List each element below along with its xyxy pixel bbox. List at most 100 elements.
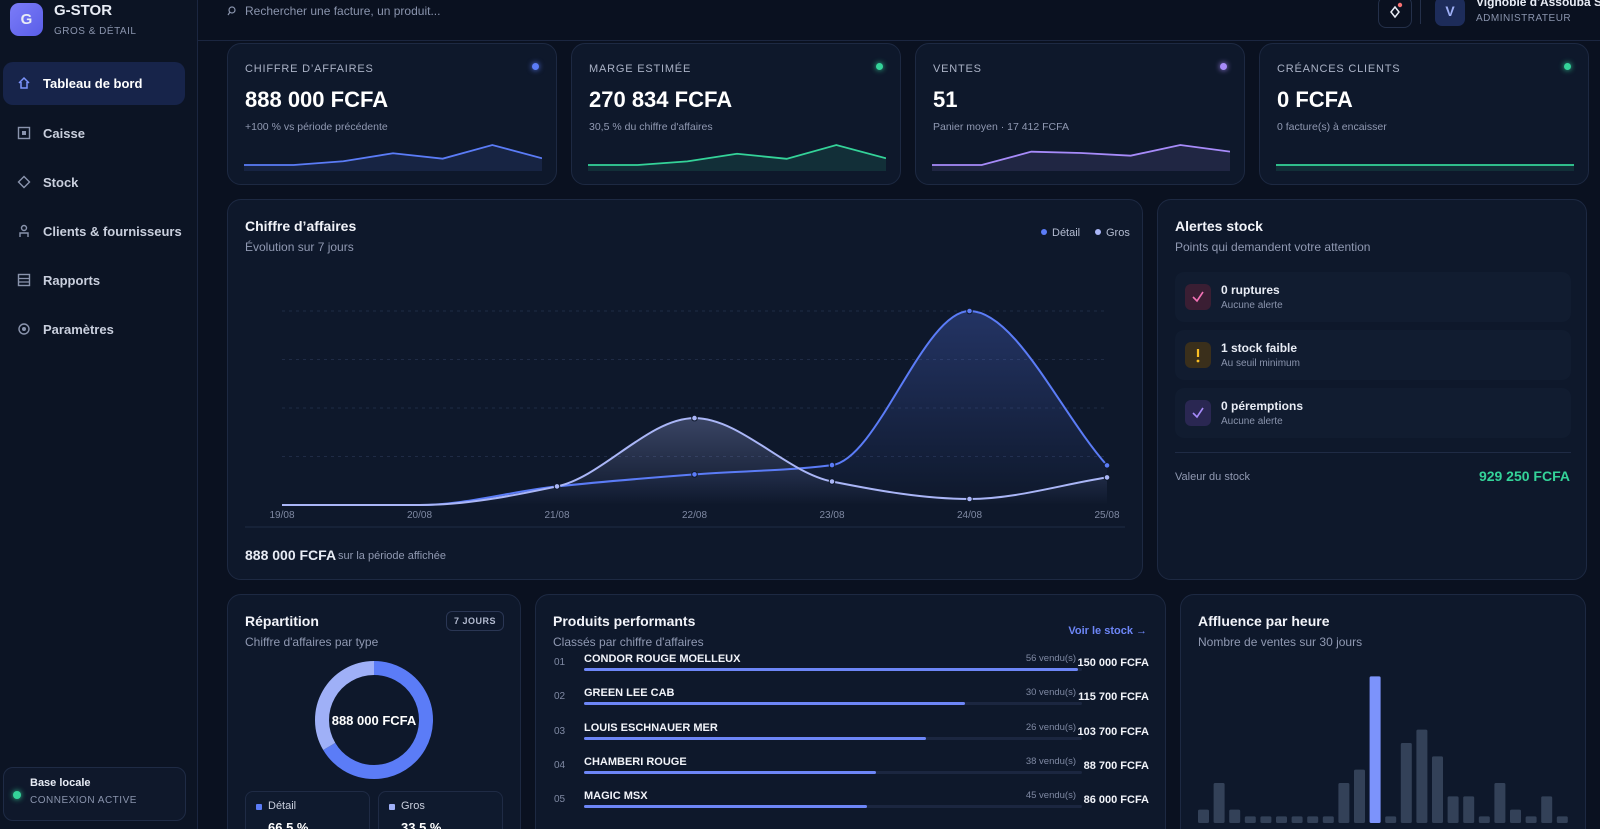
product-amount: 103 700 FCFA: [1077, 725, 1149, 738]
total-value: 888 000 FCFA: [245, 547, 337, 563]
x-tick-label: 25/08: [1094, 510, 1119, 521]
data-point: [553, 483, 561, 490]
kpi-card: CRÉANCES CLIENTS 0 FCFA 0 facture(s) à enc…: [1259, 43, 1589, 185]
data-point: [1103, 462, 1111, 469]
connection-status: Base locale CONNEXION ACTIVE: [3, 767, 186, 821]
search-icon: [227, 6, 236, 16]
kpi-label: VENTES: [933, 63, 982, 75]
status-title: Base locale: [30, 777, 91, 789]
legend-value: 66,5 %: [268, 820, 309, 829]
product-name: CONDOR ROUGE MOELLEUX: [584, 653, 741, 665]
bar: [1322, 816, 1334, 823]
sparkline-line: [244, 144, 542, 166]
stock-link[interactable]: Voir le stock →: [1068, 625, 1147, 637]
sparkline-area: [588, 145, 886, 171]
stock-value: 929 250 FCFA: [1478, 468, 1570, 484]
card-subtitle: Évolution sur 7 jours: [245, 240, 354, 254]
line-chart: 19/08 20/08 21/08 22/08 23/08 24/08 25/08 Détai…: [245, 227, 1130, 528]
sparkline-line: [932, 144, 1230, 166]
rank: 02: [554, 691, 566, 703]
status-dot: [876, 63, 883, 70]
nav-label: Rapports: [43, 273, 101, 288]
alert-note: Aucune alerte: [1221, 416, 1283, 427]
x-tick-label: 19/08: [269, 510, 294, 521]
kpi-card: VENTES 51 Panier moyen · 17 412 FCFA: [915, 43, 1245, 185]
donut-chart: 888 000 FCFA: [315, 661, 433, 779]
nav-item[interactable]: Tableau de bord: [3, 62, 185, 105]
nav-item[interactable]: Stock: [3, 161, 185, 204]
hourly-card: Affluence par heure Nombre de ventes sur…: [1180, 594, 1586, 829]
bar: [1400, 743, 1412, 823]
bar: [1556, 816, 1568, 823]
bar: [1338, 783, 1350, 823]
kpi-label: CHIFFRE D’AFFAIRES: [245, 63, 374, 75]
icon: [1390, 2, 1403, 19]
nav-label: Clients & fournisseurs: [43, 224, 182, 239]
status-subtitle: CONNEXION ACTIVE: [30, 795, 137, 806]
sparkline-line: [588, 144, 886, 166]
icon: [18, 323, 30, 335]
bar: [1244, 816, 1256, 823]
legend-card: Détail 66,5 %: [245, 791, 370, 829]
product-amount: 88 700 FCFA: [1083, 759, 1149, 772]
legend-dot: [1095, 229, 1101, 235]
sparkline-area: [244, 145, 542, 171]
bar: [1525, 816, 1537, 823]
card-subtitle: Chiffre d'affaires par type: [245, 635, 379, 649]
product-name: GREEN LEE CAB: [584, 687, 675, 700]
kpi-value: 51: [933, 87, 958, 112]
alerts-card: Alertes stock Points qui demandent votre…: [1157, 199, 1587, 580]
legend-swatch: [256, 804, 262, 810]
alert-title: 0 ruptures: [1221, 283, 1280, 297]
topbar: Rechercher une facture, un produit... V …: [198, 0, 1600, 41]
period-badge[interactable]: 7 JOURS: [445, 611, 504, 631]
kpi-note: 30,5 % du chiffre d'affaires: [589, 121, 713, 133]
nav-item[interactable]: Paramètres: [3, 308, 185, 351]
alert-item[interactable]: 1 stock faible Au seuil minimum: [1175, 330, 1571, 380]
alert-item[interactable]: 0 ruptures Aucune alerte: [1175, 272, 1571, 322]
divider: [1420, 0, 1421, 24]
nav-label: Tableau de bord: [43, 76, 143, 91]
data-point: [828, 478, 836, 485]
icon: [18, 76, 30, 89]
icon: [17, 175, 31, 189]
bar: [1369, 676, 1381, 823]
kpi-label: MARGE ESTIMÉE: [589, 63, 692, 75]
bar: [1260, 816, 1272, 823]
kpi-note: 0 facture(s) à encaisser: [1277, 121, 1387, 133]
bar: [1447, 796, 1459, 823]
alert-item[interactable]: 0 péremptions Aucune alerte: [1175, 388, 1571, 438]
product-name: MAGIC MSX: [584, 790, 648, 803]
search-input[interactable]: Rechercher une facture, un produit...: [245, 4, 441, 18]
data-point: [691, 471, 698, 478]
bar: [584, 736, 926, 740]
bar: [1416, 729, 1428, 823]
bar: [1229, 809, 1241, 823]
total-note: sur la période affichée: [338, 550, 447, 562]
bar: [1478, 816, 1490, 823]
nav-item[interactable]: Rapports: [3, 259, 185, 302]
legend-value: 33,5 %: [401, 820, 442, 829]
sidebar: G G-STOR GROS & DÉTAIL Tableau de bord C…: [0, 0, 198, 829]
bar: [1213, 783, 1225, 823]
legend-label: Détail: [268, 800, 297, 812]
nav-item[interactable]: Clients & fournisseurs: [3, 210, 185, 253]
alert-icon: [1185, 400, 1211, 426]
bar: [1541, 796, 1553, 823]
kpi-label: CRÉANCES CLIENTS: [1277, 63, 1401, 75]
product-amount: 150 000 FCFA: [1077, 657, 1149, 669]
bar: [1307, 816, 1319, 823]
kpi-value: 0 FCFA: [1277, 87, 1353, 112]
notification-button[interactable]: [1378, 0, 1412, 28]
nav-item[interactable]: Caisse: [3, 112, 185, 155]
alert-note: Au seuil minimum: [1221, 358, 1300, 369]
kpi-note: +100 % vs période précédente: [245, 121, 388, 133]
logo: G: [10, 3, 43, 36]
bar: [1385, 816, 1397, 823]
repartition-card: Répartition 7 JOURS Chiffre d'affaires p…: [227, 594, 521, 829]
card-title: Répartition: [245, 613, 319, 629]
sold-count: 26 vendu(s): [1025, 721, 1076, 733]
status-dot: [1564, 63, 1571, 70]
bar: [1198, 809, 1209, 823]
